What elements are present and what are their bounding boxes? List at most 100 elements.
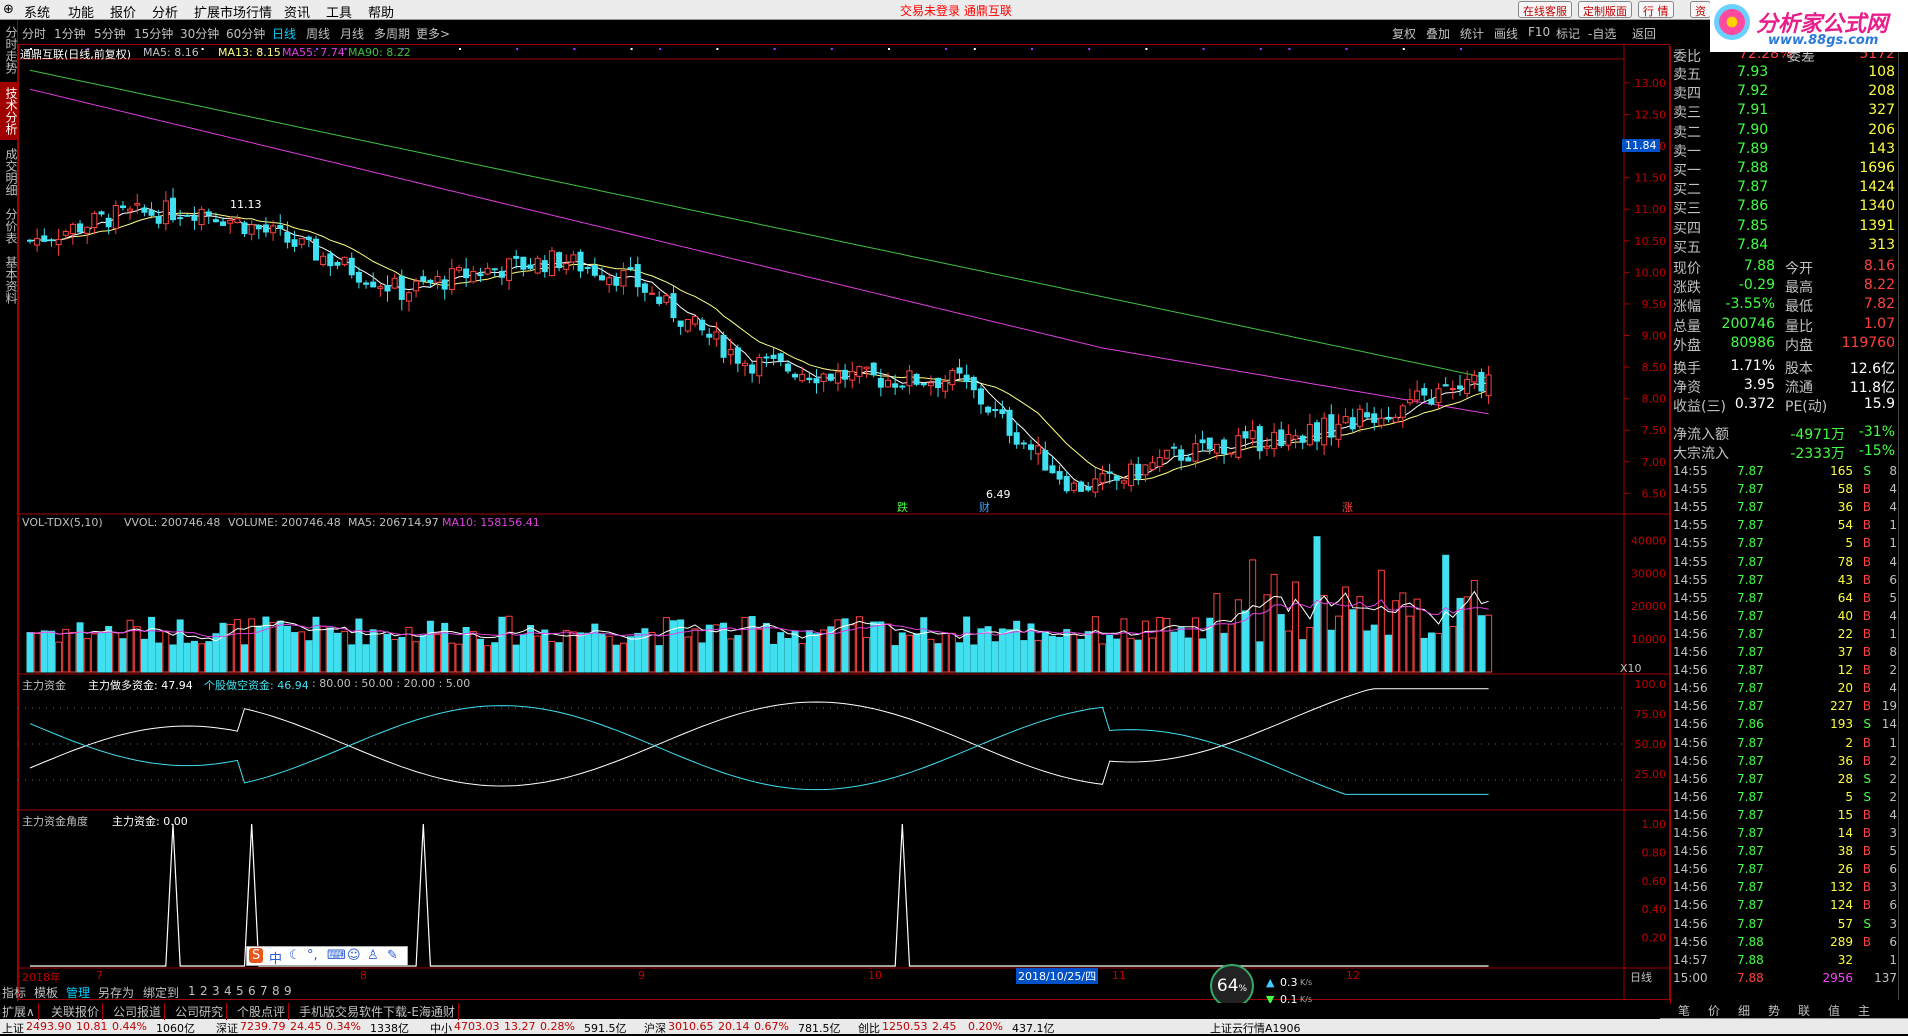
tick-row[interactable]: 14:55 7.87 78 B 4 [1673, 555, 1899, 572]
quote-tab[interactable]: 势 [1768, 1004, 1781, 1018]
tick-row[interactable]: 14:56 7.88 289 B 6 [1673, 935, 1899, 952]
tick-row[interactable]: 14:56 7.87 2 B 1 [1673, 736, 1899, 753]
period-tab[interactable]: 5分钟 [94, 27, 126, 41]
template-slot[interactable]: 2 [200, 984, 208, 998]
punct-icon[interactable]: °, [307, 948, 318, 963]
tick-row[interactable]: 15:00 7.88 2956 137 [1673, 971, 1899, 988]
network-speed-widget[interactable]: 64% ▲ 0.3 K/s ▼ 0.1 K/s [1210, 964, 1320, 1008]
ime-toolbar[interactable]: S 中 ☾ °, ⌨ ☺ ♙ ✎ [246, 946, 408, 967]
period-tab[interactable]: 60分钟 [226, 27, 266, 41]
bottom-tab[interactable]: 绑定到 [143, 986, 180, 1000]
period-tab[interactable]: 1分钟 [54, 27, 86, 41]
tick-row[interactable]: 14:56 7.87 37 B 8 [1673, 645, 1899, 662]
template-slot[interactable]: 4 [224, 984, 232, 998]
tick-row[interactable]: 14:55 7.87 64 B 5 [1673, 591, 1899, 608]
bottom-tab[interactable]: 另存为 [98, 986, 135, 1000]
tick-row[interactable]: 14:56 7.87 40 B 4 [1673, 609, 1899, 626]
tick-row[interactable]: 14:56 7.87 15 B 4 [1673, 808, 1899, 825]
tick-row[interactable]: 14:56 7.87 57 S 3 [1673, 917, 1899, 934]
tick-row[interactable]: 14:56 7.87 22 B 1 [1673, 627, 1899, 644]
menu-analysis[interactable]: 分析 [152, 6, 179, 21]
tick-row[interactable]: 14:56 7.87 36 B 2 [1673, 754, 1899, 771]
tick-row[interactable]: 14:55 7.87 165 S 8 [1673, 464, 1899, 481]
tick-row[interactable]: 14:56 7.87 28 S 2 [1673, 772, 1899, 789]
tick-row[interactable]: 14:55 7.87 36 B 4 [1673, 500, 1899, 517]
quote-tab[interactable]: 值 [1828, 1004, 1841, 1018]
overlay-button[interactable]: 叠加 [1426, 27, 1451, 41]
draw-button[interactable]: 画线 [1494, 27, 1519, 41]
tick-row[interactable]: 14:56 7.87 26 B 6 [1673, 862, 1899, 879]
ime-lang[interactable]: 中 [269, 952, 283, 967]
quote-button[interactable]: 行 情 [1638, 1, 1674, 18]
stats-button[interactable]: 统计 [1460, 27, 1485, 41]
tick-row[interactable]: 14:55 7.87 58 B 4 [1673, 482, 1899, 499]
period-tab[interactable]: 15分钟 [134, 27, 174, 41]
tick-row[interactable]: 14:56 7.87 124 B 6 [1673, 898, 1899, 915]
menu-system[interactable]: 系统 [24, 6, 51, 21]
template-slot[interactable]: 8 [272, 984, 280, 998]
keyboard-icon[interactable]: ⌨ [327, 948, 346, 963]
tick-row[interactable]: 14:55 7.87 5 B 1 [1673, 536, 1899, 553]
tick-row[interactable]: 14:56 7.87 20 B 4 [1673, 681, 1899, 698]
quote-tab[interactable]: 主 [1858, 1004, 1871, 1018]
moon-icon[interactable]: ☾ [289, 948, 301, 963]
template-slot[interactable]: 1 [188, 984, 196, 998]
menu-info[interactable]: 资讯 [284, 6, 311, 21]
menu-function[interactable]: 功能 [68, 6, 95, 21]
adjust-button[interactable]: 复权 [1392, 27, 1417, 41]
watchlist-button[interactable]: -自选 [1588, 27, 1617, 41]
kline-chart[interactable]: 13.0012.5012.0011.5011.0010.5010.009.509… [18, 44, 1670, 1002]
shirt-icon[interactable]: ♙ [367, 948, 379, 963]
tick-row[interactable]: 14:55 7.87 54 B 1 [1673, 518, 1899, 535]
bottom-link-tab[interactable]: 公司报道 [113, 1003, 166, 1020]
tab-technical[interactable]: 技术分析 [0, 82, 18, 140]
menu-help[interactable]: 帮助 [368, 6, 395, 21]
menu-tools[interactable]: 工具 [326, 6, 353, 21]
template-slot[interactable]: 7 [260, 984, 268, 998]
template-slot[interactable]: 5 [236, 984, 244, 998]
tab-trades[interactable]: 成交明细 [4, 148, 18, 196]
period-tab[interactable]: 多周期 [374, 27, 411, 41]
template-slot[interactable]: 9 [284, 984, 292, 998]
template-slot[interactable]: 3 [212, 984, 220, 998]
mark-button[interactable]: 标记 [1556, 27, 1581, 41]
tick-row[interactable]: 14:56 7.87 38 B 5 [1673, 844, 1899, 861]
bottom-tab[interactable]: 管理 [66, 986, 91, 1000]
period-more[interactable]: 更多> [416, 27, 451, 41]
bottom-link-tab[interactable]: 公司研究 [175, 1003, 228, 1020]
online-service-button[interactable]: 在线客服 [1518, 1, 1572, 18]
period-tab-active[interactable]: 日线 [272, 27, 297, 41]
tab-price-table[interactable]: 分价表 [4, 208, 18, 244]
tick-row[interactable]: 14:56 7.87 227 B 19 [1673, 699, 1899, 716]
tick-row[interactable]: 14:56 7.87 14 B 3 [1673, 826, 1899, 843]
tick-row[interactable]: 14:55 7.87 43 B 6 [1673, 573, 1899, 590]
menu-extended-market[interactable]: 扩展市场行情 [194, 6, 273, 21]
bottom-link-tab[interactable]: 关联报价 [51, 1003, 104, 1020]
custom-layout-button[interactable]: 定制版面 [1578, 1, 1632, 18]
period-tab[interactable]: 月线 [340, 27, 365, 41]
period-tab[interactable]: 分时 [22, 27, 47, 41]
tab-intraday[interactable]: 分时走势 [4, 26, 18, 74]
tick-row[interactable]: 14:56 7.87 5 S 2 [1673, 790, 1899, 807]
tick-row[interactable]: 14:56 7.87 132 B 3 [1673, 880, 1899, 897]
f10-button[interactable]: F10 [1528, 25, 1551, 39]
app-icon[interactable]: ⊕ [3, 2, 14, 17]
bottom-link-tab[interactable]: 个股点评 [237, 1003, 290, 1020]
template-slot[interactable]: 6 [248, 984, 256, 998]
menu-quote[interactable]: 报价 [110, 6, 137, 21]
quote-tab[interactable]: 价 [1708, 1004, 1721, 1018]
bottom-link-tab[interactable]: 手机版交易软件下载-E海通财 [299, 1003, 459, 1020]
bottom-tab[interactable]: 模板 [34, 986, 59, 1000]
bottom-tab[interactable]: 指标 [2, 986, 27, 1000]
quote-tab[interactable]: 细 [1738, 1004, 1751, 1018]
user-icon[interactable]: ☺ [347, 948, 361, 963]
info-button[interactable]: 资 [1690, 1, 1711, 18]
back-button[interactable]: 返回 [1632, 27, 1657, 41]
bottom-link-tab[interactable]: 扩展∧ [2, 1003, 39, 1020]
period-tab[interactable]: 周线 [306, 27, 331, 41]
tick-row[interactable]: 14:57 7.88 32 1 [1673, 953, 1899, 970]
wrench-icon[interactable]: ✎ [387, 948, 398, 963]
quote-tab[interactable]: 联 [1798, 1004, 1811, 1018]
tick-row[interactable]: 14:56 7.87 12 B 2 [1673, 663, 1899, 680]
quote-tab[interactable]: 笔 [1678, 1004, 1691, 1018]
